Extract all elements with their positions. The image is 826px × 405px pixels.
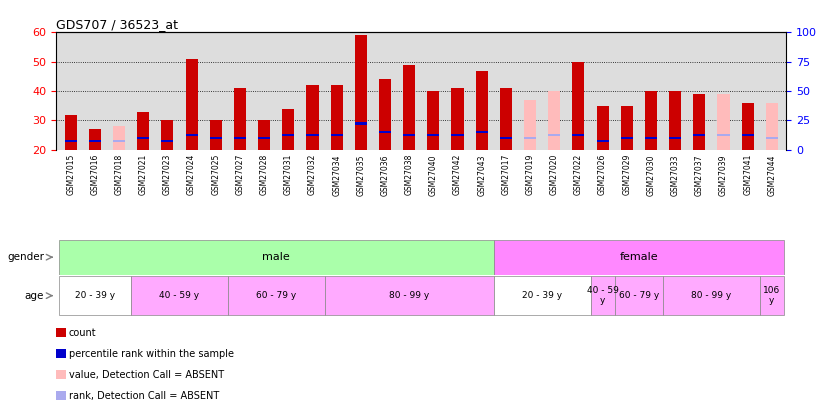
Bar (572, 134, 585, 136)
Bar (693, 134, 705, 136)
Text: 40 - 59 y: 40 - 59 y (159, 291, 200, 300)
Bar (742, 134, 753, 136)
Text: 106
y: 106 y (763, 286, 781, 305)
Bar (234, 88, 246, 150)
Bar (500, 137, 512, 139)
Bar (500, 88, 512, 150)
Bar (591, 276, 615, 315)
Text: rank, Detection Call = ABSENT: rank, Detection Call = ABSENT (69, 391, 219, 401)
Bar (476, 70, 487, 150)
Bar (137, 112, 150, 150)
Bar (355, 35, 367, 150)
Bar (306, 85, 319, 150)
Bar (379, 131, 391, 133)
Bar (282, 134, 294, 136)
Bar (663, 276, 760, 315)
Bar (494, 276, 591, 315)
Bar (64, 140, 77, 142)
Bar (452, 134, 463, 136)
Bar (766, 137, 778, 139)
Bar (615, 276, 663, 315)
Bar (325, 276, 494, 315)
Bar (620, 106, 633, 150)
Bar (282, 109, 294, 150)
Text: male: male (263, 252, 290, 262)
Bar (186, 59, 197, 150)
Text: 20 - 39 y: 20 - 39 y (522, 291, 563, 300)
Text: age: age (25, 291, 44, 301)
Bar (427, 134, 439, 136)
Bar (330, 134, 343, 136)
Bar (113, 140, 125, 142)
Text: 20 - 39 y: 20 - 39 y (75, 291, 115, 300)
Bar (766, 103, 778, 150)
Bar (403, 65, 415, 150)
Bar (476, 131, 487, 133)
Text: 80 - 99 y: 80 - 99 y (691, 291, 732, 300)
Bar (258, 120, 270, 150)
Bar (403, 134, 415, 136)
Bar (59, 240, 494, 275)
Bar (306, 134, 319, 136)
Bar (620, 137, 633, 139)
Bar (548, 134, 560, 136)
Bar (379, 79, 391, 150)
Bar (161, 120, 173, 150)
Bar (596, 140, 609, 142)
Text: 80 - 99 y: 80 - 99 y (389, 291, 430, 300)
Bar (693, 94, 705, 150)
Bar (645, 137, 657, 139)
Text: 60 - 79 y: 60 - 79 y (256, 291, 297, 300)
Bar (355, 122, 367, 125)
Bar (718, 134, 729, 136)
Text: percentile rank within the sample: percentile rank within the sample (69, 349, 234, 359)
Bar (548, 91, 560, 150)
Text: 40 - 59
y: 40 - 59 y (586, 286, 619, 305)
Text: female: female (620, 252, 658, 262)
Bar (572, 62, 585, 150)
Bar (258, 137, 270, 139)
Bar (718, 94, 729, 150)
Bar (760, 276, 784, 315)
Bar (669, 137, 681, 139)
Bar (210, 120, 222, 150)
Text: gender: gender (7, 252, 44, 262)
Bar (113, 126, 125, 150)
Bar (161, 140, 173, 142)
Bar (210, 137, 222, 139)
Bar (494, 240, 784, 275)
Bar (228, 276, 325, 315)
Bar (524, 100, 536, 150)
Bar (59, 276, 131, 315)
Bar (89, 140, 101, 142)
Text: 60 - 79 y: 60 - 79 y (619, 291, 659, 300)
Text: value, Detection Call = ABSENT: value, Detection Call = ABSENT (69, 370, 224, 380)
Text: GDS707 / 36523_at: GDS707 / 36523_at (56, 18, 178, 31)
Bar (669, 91, 681, 150)
Text: count: count (69, 328, 96, 338)
Bar (131, 276, 228, 315)
Bar (64, 115, 77, 150)
Bar (524, 137, 536, 139)
Bar (452, 88, 463, 150)
Bar (742, 103, 753, 150)
Bar (186, 134, 197, 136)
Bar (234, 137, 246, 139)
Bar (427, 91, 439, 150)
Bar (645, 91, 657, 150)
Bar (89, 129, 101, 150)
Bar (596, 106, 609, 150)
Bar (137, 137, 150, 139)
Bar (330, 85, 343, 150)
